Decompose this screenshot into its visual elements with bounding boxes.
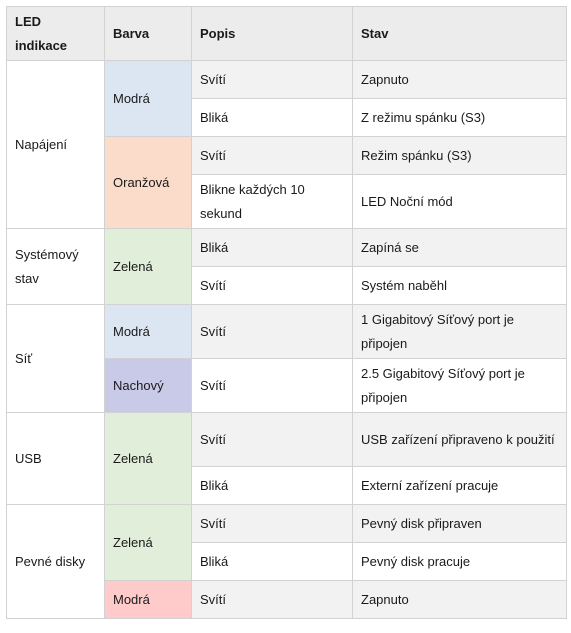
header-barva: Barva — [104, 6, 192, 61]
popis-cell: Blikne každých 10 sekund — [191, 174, 353, 229]
stav-cell: Z režimu spánku (S3) — [352, 98, 567, 137]
table-row: Bliká Z režimu spánku (S3) — [7, 98, 567, 137]
table-row: Síť Modrá Svítí 1 Gigabitový Síťový port… — [6, 304, 567, 413]
stav-cell: Zapnuto — [352, 580, 567, 619]
table-row: Modrá Svítí Zapnuto — [7, 580, 567, 619]
stav-cell: LED Noční mód — [352, 174, 567, 229]
header-led-indikace: LED indikace — [6, 6, 105, 61]
stav-cell: Zapnuto — [352, 60, 567, 99]
popis-cell: Svítí — [191, 136, 353, 175]
color-cell-purple: Nachový — [104, 358, 192, 413]
stav-cell: USB zařízení připraveno k použití — [352, 412, 567, 467]
color-cell-green: Zelená — [104, 504, 192, 581]
stav-cell: Zapíná se — [352, 228, 567, 267]
color-cell-blue: Modrá — [104, 60, 192, 137]
group-label-usb: USB — [6, 412, 105, 505]
color-cell-blue: Modrá — [104, 304, 192, 359]
led-indicator-table: LED indikace Barva Popis Stav Napájení M… — [6, 6, 567, 619]
popis-cell: Svítí — [191, 304, 353, 359]
popis-cell: Bliká — [191, 228, 353, 267]
color-cell-orange: Oranžová — [104, 136, 192, 229]
table-row: Svítí Systém naběhl — [7, 266, 567, 305]
table-row: USB Zelená Svítí USB zařízení připraveno… — [6, 412, 567, 505]
table-row: Pevné disky Zelená Svítí Pevný disk přip… — [6, 504, 567, 619]
table-row: Systémový stav Zelená Bliká Zapíná se — [6, 228, 567, 305]
color-cell-green: Zelená — [104, 412, 192, 505]
color-cell-pink: Modrá — [104, 580, 192, 619]
stav-cell: Externí zařízení pracuje — [352, 466, 567, 505]
group-label-network: Síť — [6, 304, 105, 413]
stav-cell: Pevný disk pracuje — [352, 542, 567, 581]
popis-cell: Bliká — [191, 466, 353, 505]
table-row: Bliká Externí zařízení pracuje — [7, 466, 567, 505]
header-stav: Stav — [352, 6, 567, 61]
table-row: Nachový Svítí 2.5 Gigabitový Síťový port… — [7, 358, 567, 413]
table-row: Napájení Modrá Svítí Zapnuto — [6, 60, 567, 229]
popis-cell: Bliká — [191, 542, 353, 581]
popis-cell: Svítí — [191, 504, 353, 543]
header-popis: Popis — [191, 6, 353, 61]
stav-cell: 1 Gigabitový Síťový port je připojen — [352, 304, 567, 359]
popis-cell: Svítí — [191, 412, 353, 467]
table-row: Oranžová Svítí Režim spánku (S3) — [7, 136, 567, 229]
stav-cell: Režim spánku (S3) — [352, 136, 567, 175]
stav-cell: 2.5 Gigabitový Síťový port je připojen — [352, 358, 567, 413]
popis-cell: Bliká — [191, 98, 353, 137]
popis-cell: Svítí — [191, 60, 353, 99]
group-label-system: Systémový stav — [6, 228, 105, 305]
stav-cell: Pevný disk připraven — [352, 504, 567, 543]
table-header-row: LED indikace Barva Popis Stav — [6, 6, 567, 61]
table-row: Blikne každých 10 sekund LED Noční mód — [7, 174, 567, 229]
popis-cell: Svítí — [191, 266, 353, 305]
group-label-disks: Pevné disky — [6, 504, 105, 619]
stav-cell: Systém naběhl — [352, 266, 567, 305]
group-label-power: Napájení — [6, 60, 105, 229]
popis-cell: Svítí — [191, 580, 353, 619]
popis-cell: Svítí — [191, 358, 353, 413]
color-cell-green: Zelená — [104, 228, 192, 305]
